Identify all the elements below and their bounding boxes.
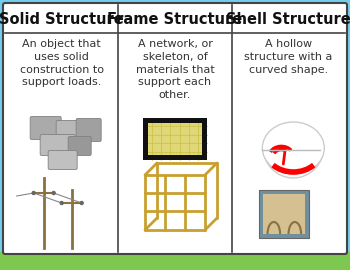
Bar — [143, 118, 207, 160]
Text: An object that
uses solid
construction to
support loads.: An object that uses solid construction t… — [20, 39, 104, 87]
Circle shape — [80, 201, 83, 204]
FancyBboxPatch shape — [3, 3, 347, 254]
Wedge shape — [263, 148, 323, 178]
FancyBboxPatch shape — [76, 119, 101, 141]
Bar — [0, 252, 350, 270]
FancyBboxPatch shape — [56, 120, 83, 141]
Bar — [143, 118, 207, 123]
Circle shape — [60, 201, 63, 204]
Text: Frame Structure: Frame Structure — [107, 12, 243, 26]
Circle shape — [52, 191, 55, 194]
Text: Solid Structure: Solid Structure — [0, 12, 124, 26]
Text: Shell Structure: Shell Structure — [226, 12, 350, 26]
Ellipse shape — [262, 122, 324, 174]
Text: A hollow
structure with a
curved shape.: A hollow structure with a curved shape. — [244, 39, 332, 75]
Bar — [143, 155, 207, 160]
FancyBboxPatch shape — [48, 150, 77, 170]
FancyBboxPatch shape — [30, 116, 61, 140]
FancyBboxPatch shape — [68, 137, 91, 156]
Text: A network, or
skeleton, of
materials that
support each
other.: A network, or skeleton, of materials tha… — [136, 39, 214, 100]
Bar — [259, 190, 309, 238]
FancyBboxPatch shape — [40, 134, 75, 156]
Bar — [202, 118, 207, 160]
Bar — [143, 118, 148, 160]
Bar — [263, 194, 305, 234]
Circle shape — [32, 191, 35, 194]
